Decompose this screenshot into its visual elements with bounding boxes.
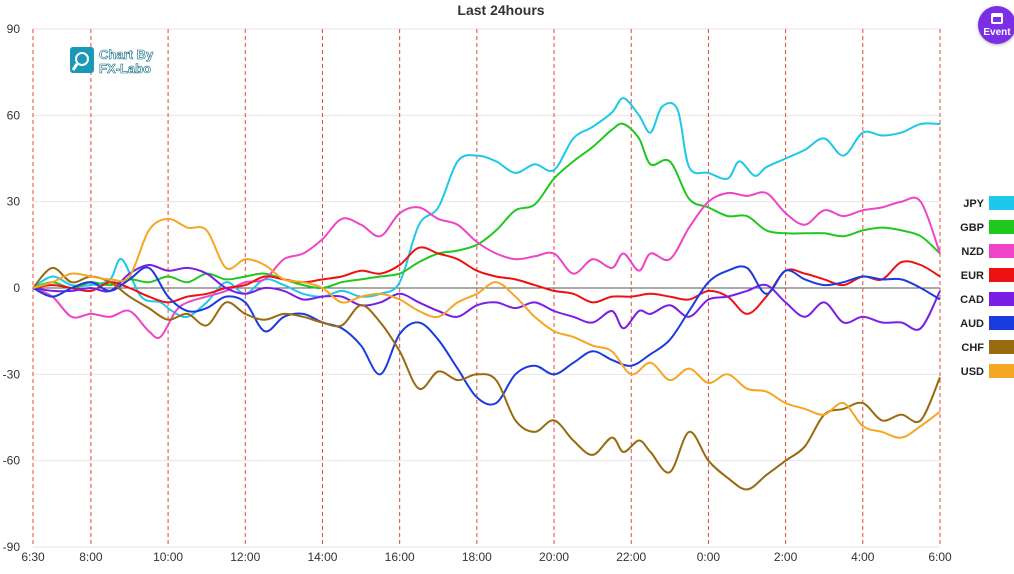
x-tick-label: 6:00 bbox=[928, 550, 952, 564]
chart-title: Last 24hours bbox=[457, 2, 544, 18]
legend-swatch bbox=[989, 220, 1014, 234]
legend-label: EUR bbox=[961, 270, 984, 282]
legend-item-chf[interactable]: CHF bbox=[961, 340, 1014, 354]
axes: 90 60 30 0 -30 -60 -906:30 8:00 10:00 12:00 14:00 1… bbox=[3, 22, 952, 564]
legend[interactable]: JPY GBP NZD EUR CAD AUD CHF USD bbox=[960, 196, 1014, 378]
series-line-usd bbox=[32, 217, 941, 439]
x-tick-label: 12:00 bbox=[230, 550, 260, 564]
x-tick-label: 18:00 bbox=[462, 550, 492, 564]
calendar-icon bbox=[991, 13, 1003, 24]
legend-item-eur[interactable]: EUR bbox=[961, 268, 1014, 282]
x-tick-label: 10:00 bbox=[153, 550, 183, 564]
logo-line2: FX-Labo bbox=[99, 61, 151, 76]
y-tick-label: -30 bbox=[3, 367, 21, 381]
legend-item-aud[interactable]: AUD bbox=[960, 316, 1014, 330]
series-line-aud bbox=[32, 265, 941, 406]
y-tick-label: 90 bbox=[7, 22, 21, 36]
x-tick-label: 4:00 bbox=[851, 550, 875, 564]
y-tick-label: 0 bbox=[13, 281, 20, 295]
y-tick-label: 30 bbox=[7, 195, 21, 209]
x-tick-label: 8:00 bbox=[79, 550, 103, 564]
legend-swatch bbox=[989, 292, 1014, 306]
legend-swatch bbox=[989, 268, 1014, 282]
series-line-cad bbox=[32, 263, 941, 331]
legend-item-usd[interactable]: USD bbox=[961, 364, 1014, 378]
legend-label: CHF bbox=[961, 342, 984, 354]
x-tick-label: 16:00 bbox=[385, 550, 415, 564]
magnifier-icon bbox=[75, 52, 89, 66]
legend-item-cad[interactable]: CAD bbox=[960, 292, 1014, 306]
x-tick-label: 22:00 bbox=[616, 550, 646, 564]
x-tick-label: 6:30 bbox=[21, 550, 45, 564]
legend-item-jpy[interactable]: JPY bbox=[963, 196, 1014, 210]
series-line-chf bbox=[32, 266, 941, 491]
series-line-nzd bbox=[32, 191, 941, 340]
series-lines bbox=[32, 97, 941, 491]
series-line-gbp bbox=[32, 122, 941, 290]
legend-label: NZD bbox=[961, 246, 984, 258]
legend-swatch bbox=[989, 244, 1014, 258]
legend-item-nzd[interactable]: NZD bbox=[961, 244, 1014, 258]
series-line-eur bbox=[32, 246, 941, 315]
legend-swatch bbox=[989, 196, 1014, 210]
x-tick-label: 2:00 bbox=[774, 550, 798, 564]
series-line-jpy bbox=[32, 97, 941, 319]
y-tick-label: 60 bbox=[7, 108, 21, 122]
event-button[interactable]: Event bbox=[978, 6, 1014, 44]
x-tick-label: 0:00 bbox=[697, 550, 721, 564]
legend-swatch bbox=[989, 316, 1014, 330]
legend-label: USD bbox=[961, 366, 984, 378]
legend-label: JPY bbox=[963, 198, 984, 210]
logo-line1: Chart By bbox=[99, 47, 154, 62]
legend-item-gbp[interactable]: GBP bbox=[960, 220, 1014, 234]
legend-label: AUD bbox=[960, 318, 984, 330]
legend-label: GBP bbox=[960, 222, 984, 234]
y-tick-label: -90 bbox=[3, 540, 21, 554]
legend-swatch bbox=[989, 364, 1014, 378]
logo: Chart By FX-Labo bbox=[70, 47, 154, 76]
event-button-label: Event bbox=[983, 27, 1011, 38]
legend-swatch bbox=[989, 340, 1014, 354]
grid bbox=[32, 28, 941, 548]
y-tick-label: -60 bbox=[3, 454, 21, 468]
legend-label: CAD bbox=[960, 294, 984, 306]
x-tick-label: 20:00 bbox=[539, 550, 569, 564]
x-tick-label: 14:00 bbox=[307, 550, 337, 564]
